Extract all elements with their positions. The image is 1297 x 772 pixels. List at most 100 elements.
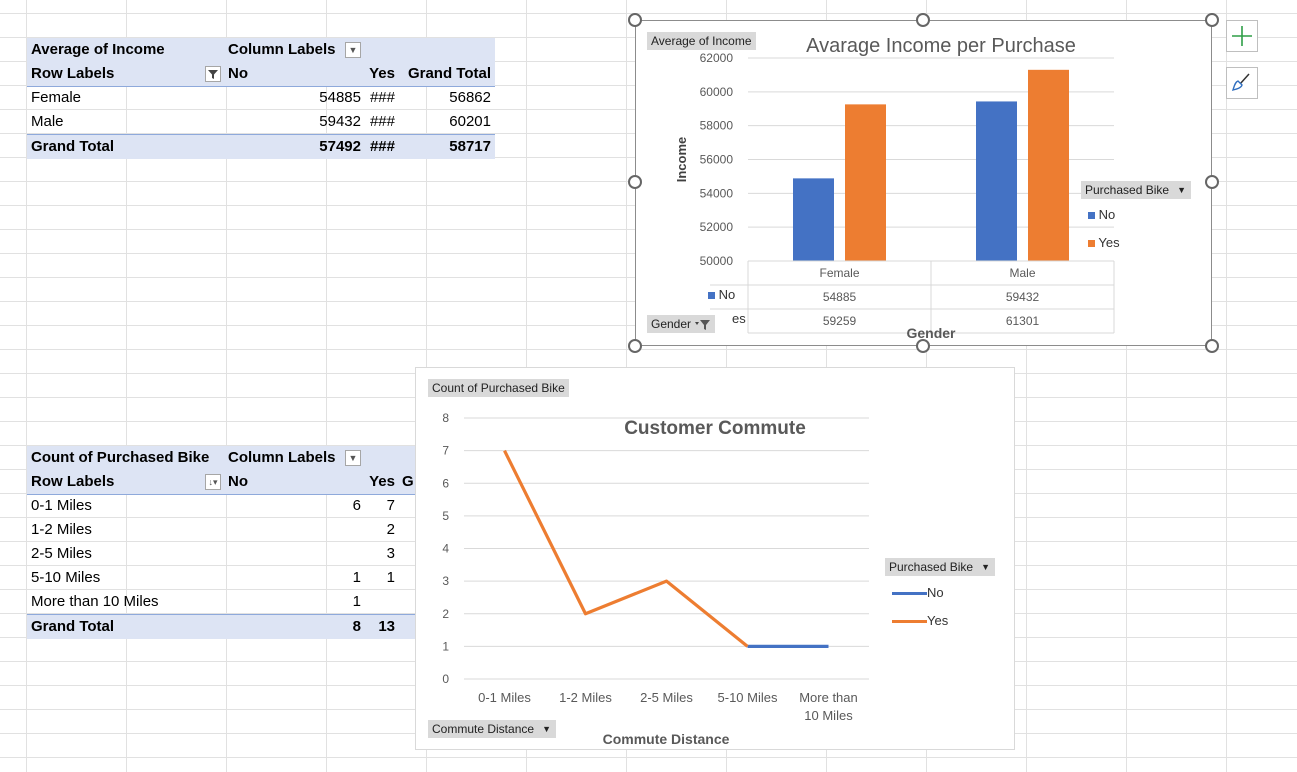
legend-swatch-yes [892,620,927,624]
row-label: 0-1 Miles [31,497,92,514]
grand-total-row: Grand Total 8 13 [27,614,415,639]
data-table-value: 61301 [1006,314,1040,328]
cell-no: 57492 [319,138,361,155]
pivot-subheader-row: Row Labels ↓▾ No Yes G [27,470,415,495]
cell-yes: 7 [386,497,395,514]
column-labels-dropdown[interactable]: ▼ [345,42,361,58]
y-tick-label: 58000 [700,119,734,133]
chart-styles-button[interactable] [1226,67,1258,99]
col-header-grand-total: Grand Total [407,65,491,82]
value-field-button[interactable]: Count of Purchased Bike [428,379,569,397]
resize-handle-bc[interactable] [916,339,930,353]
bar-yes-female [845,104,886,261]
resize-handle-tr[interactable] [1205,13,1219,27]
data-table-legend-no: No [708,287,735,302]
x-category-label: 10 Miles [804,708,853,723]
y-tick-label: 54000 [700,186,734,200]
cell-yes [357,590,395,614]
commute-chart[interactable]: 0 1 2 3 4 5 6 7 8 Customer Commute 0-1 Miles 1-2 Mi… [415,367,1015,750]
sort-icon: ↓▾ [208,477,218,487]
data-table-value: 54885 [823,290,857,304]
chart-title: Avarage Income per Purchase [806,35,1076,57]
legend-field-button[interactable]: Purchased Bike ▼ [885,558,996,576]
resize-handle-br[interactable] [1205,339,1219,353]
table-row: More than 10 Miles 1 [27,590,415,614]
pivot-table-income: Average of Income Column Labels ▼ Row La… [27,38,495,159]
legend-item-yes: Yes [1088,235,1120,250]
legend-item-yes: Yes [892,613,948,628]
x-category-label: Female [819,266,859,280]
y-tick-label: 62000 [700,51,734,65]
row-labels-filter-button[interactable] [205,66,221,82]
data-table-value: 59259 [823,314,857,328]
cell-no: 6 [352,497,361,514]
cell-yes: 2 [386,521,395,538]
row-label: 2-5 Miles [31,545,92,562]
dropdown-arrow-icon: ▼ [1177,185,1187,195]
y-tick-label: 5 [442,509,449,523]
x-axis-title: Gender [906,325,956,341]
row-label: 5-10 Miles [31,569,101,586]
row-label: Grand Total [31,138,115,155]
income-chart-plot: 50000 52000 54000 56000 58000 60000 62000 Avara… [674,35,1115,341]
column-labels-dropdown[interactable]: ▼ [345,450,361,466]
data-table-label-no: No [718,287,736,302]
cell-yes: 3 [386,545,395,562]
x-category-label: 0-1 Miles [478,690,531,705]
value-field-button[interactable]: Average of Income [647,32,756,50]
resize-handle-bl[interactable] [628,339,642,353]
col-header-yes: Yes [369,65,395,82]
pivot-header-row: Count of Purchased Bike Column Labels ▼ [27,446,415,470]
legend-field-button[interactable]: Purchased Bike ▼ [1081,181,1192,199]
row-label: More than 10 Miles [31,593,159,610]
column-labels-header: Column Labels [228,449,336,466]
y-tick-label: 52000 [700,220,734,234]
row-labels-header: Row Labels [31,473,115,490]
dropdown-arrow-icon: ▼ [348,453,358,463]
dropdown-arrow-icon: ▼ [542,724,552,734]
column-labels-header: Column Labels [228,41,336,58]
chart-elements-button[interactable] [1226,20,1258,52]
y-tick-label: 8 [442,411,449,425]
cell-no: 54885 [319,89,361,106]
data-table-value: 59432 [1006,290,1040,304]
resize-handle-mr[interactable] [1205,175,1219,189]
y-tick-label: 0 [442,672,449,686]
legend-label-yes: Yes [927,613,949,628]
cell-grand: 60201 [449,113,491,130]
axis-field-button[interactable]: Commute Distance ▼ [428,720,557,738]
table-row: 5-10 Miles 1 1 [27,566,415,590]
cell-no: 1 [352,593,361,610]
resize-handle-tc[interactable] [916,13,930,27]
table-row: Male 59432 ### 60201 [27,110,495,134]
col-header-no: No [228,473,248,490]
cell-no: 8 [352,618,361,635]
data-table-legend-yes-partial: es [732,311,746,326]
row-label: 1-2 Miles [31,521,92,538]
row-labels-sort-button[interactable]: ↓▾ [205,474,221,490]
col-header-no: No [228,65,248,82]
y-tick-label: 56000 [700,153,734,167]
legend-swatch-yes [1088,240,1095,247]
pivot-table-commute: Count of Purchased Bike Column Labels ▼ … [27,446,415,639]
y-tick-label: 3 [442,574,449,588]
chart-title: Customer Commute [624,418,806,439]
row-label: Grand Total [31,618,115,635]
table-row: Female 54885 ### 56862 [27,86,495,110]
legend-field-label: Purchased Bike [1085,183,1170,197]
legend-label-no: No [1098,207,1116,222]
pivot-title: Count of Purchased Bike [31,449,210,466]
y-tick-label: 60000 [700,85,734,99]
legend-field-label: Purchased Bike [889,560,974,574]
income-chart[interactable]: 50000 52000 54000 56000 58000 60000 62000 Avara… [635,20,1212,346]
axis-field-button[interactable]: Gender [647,315,716,333]
y-tick-label: 50000 [700,254,734,268]
axis-field-label: Commute Distance [432,722,535,736]
table-row: 1-2 Miles 2 [27,518,415,542]
resize-handle-ml[interactable] [628,175,642,189]
grand-total-row: Grand Total 57492 ### 58717 [27,134,495,159]
resize-handle-tl[interactable] [628,13,642,27]
bar-no-male [976,101,1017,261]
series-line-yes [503,449,749,648]
y-tick-label: 4 [442,542,449,556]
